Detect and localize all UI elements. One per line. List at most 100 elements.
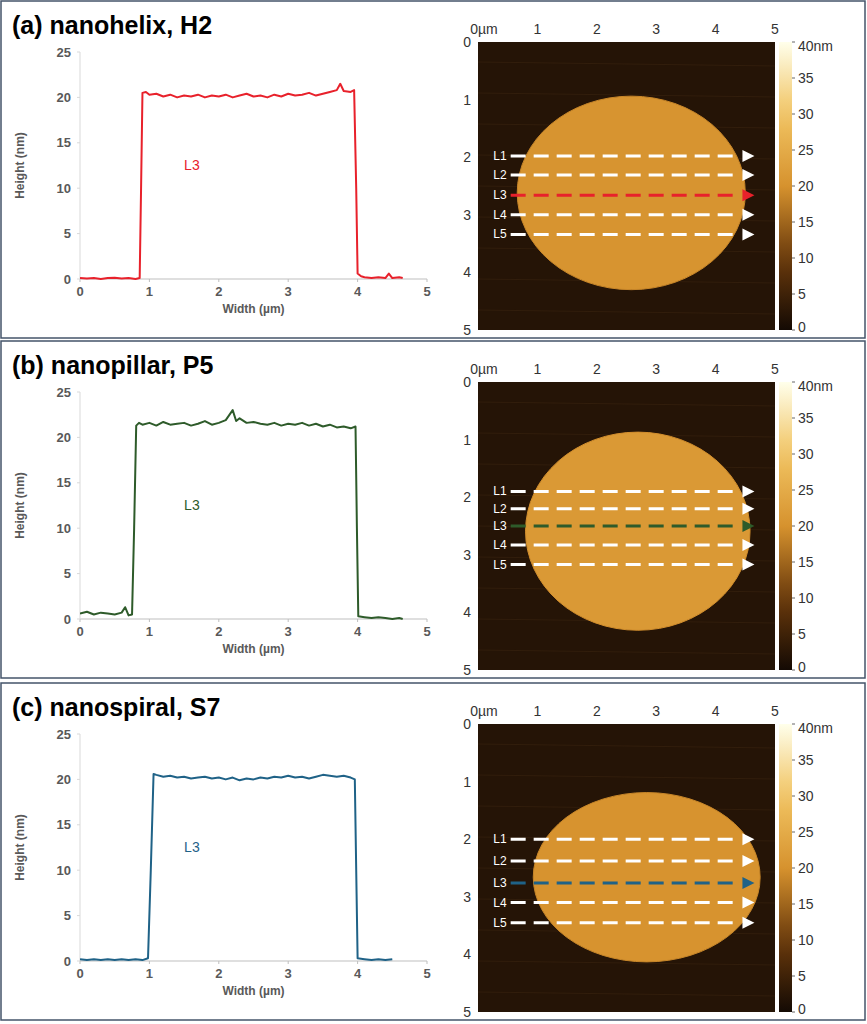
color-tick-label: 0 bbox=[798, 659, 806, 675]
color-tick-label: 25 bbox=[798, 142, 814, 158]
y-tick bbox=[77, 482, 80, 483]
y-tick-label: 20 bbox=[57, 772, 71, 787]
scan-arrow bbox=[742, 520, 754, 532]
y-tick-label: 4 bbox=[463, 946, 471, 962]
figure: (a) nanohelix, H20123450510152025Width (… bbox=[0, 0, 867, 1024]
x-tick-label: 0 bbox=[76, 624, 83, 639]
y-tick bbox=[77, 619, 80, 620]
x-axis bbox=[80, 961, 427, 962]
y-tick-label: 3 bbox=[463, 889, 471, 905]
series-label: L3 bbox=[184, 497, 200, 513]
scan-line bbox=[511, 174, 734, 177]
y-axis bbox=[80, 392, 81, 619]
streak bbox=[478, 744, 775, 748]
color-tick bbox=[792, 760, 795, 761]
color-bar bbox=[779, 382, 792, 670]
y-tick bbox=[77, 870, 80, 871]
y-tick bbox=[77, 97, 80, 98]
color-tick-label: 30 bbox=[798, 106, 814, 122]
x-tick-label: 3 bbox=[652, 703, 660, 719]
y-tick-label: 2 bbox=[463, 489, 471, 505]
x-tick bbox=[149, 961, 150, 964]
scan-label: L1 bbox=[493, 484, 507, 498]
color-tick-label: 25 bbox=[798, 824, 814, 840]
y-tick bbox=[77, 279, 80, 280]
y-tick-label: 5 bbox=[463, 1004, 471, 1020]
color-tick-label: 0 bbox=[798, 1001, 806, 1017]
afm-map: 0µm12345012345L1L2L3L4L50510152025303540… bbox=[463, 361, 833, 678]
panel-title: (c) nanospiral, S7 bbox=[12, 693, 220, 721]
y-tick bbox=[77, 437, 80, 438]
line-chart: (b) nanopillar, P50123450510152025Width … bbox=[12, 351, 431, 656]
afm-map: 0µm12345012345L1L2L3L4L50510152025303540… bbox=[463, 21, 833, 338]
x-tick-label: 0µm bbox=[470, 703, 498, 719]
scan-label: L5 bbox=[493, 227, 507, 241]
y-tick-label: 10 bbox=[57, 863, 71, 878]
color-tick bbox=[792, 598, 795, 599]
scan-label: L4 bbox=[493, 208, 507, 222]
y-tick-label: 4 bbox=[463, 604, 471, 620]
y-tick-label: 2 bbox=[463, 831, 471, 847]
y-axis-title: Height (nm) bbox=[13, 132, 27, 199]
color-tick-label: 0 bbox=[798, 319, 806, 335]
scan-arrow bbox=[742, 539, 754, 551]
marks bbox=[80, 84, 403, 279]
y-tick-label: 0 bbox=[64, 954, 71, 969]
color-tick bbox=[792, 1012, 795, 1013]
x-tick-label: 2 bbox=[215, 284, 222, 299]
x-tick-label: 4 bbox=[712, 21, 720, 37]
color-tick bbox=[792, 258, 795, 259]
color-tick bbox=[792, 562, 795, 563]
x-tick-label: 5 bbox=[771, 703, 779, 719]
substrate bbox=[478, 382, 775, 670]
color-tick-label: 40nm bbox=[798, 378, 833, 394]
x-tick-label: 1 bbox=[146, 284, 153, 299]
x-tick bbox=[288, 961, 289, 964]
streak bbox=[478, 62, 775, 66]
x-tick-label: 0µm bbox=[470, 21, 498, 37]
x-tick-label: 1 bbox=[146, 624, 153, 639]
scan-line bbox=[511, 525, 734, 528]
y-tick-label: 5 bbox=[64, 226, 71, 241]
y-tick bbox=[77, 824, 80, 825]
disk bbox=[526, 432, 751, 630]
color-tick-label: 10 bbox=[798, 932, 814, 948]
scan-arrow bbox=[742, 209, 754, 221]
color-tick bbox=[792, 634, 795, 635]
x-tick-label: 2 bbox=[215, 966, 222, 981]
scan-label: L3 bbox=[493, 188, 507, 202]
y-tick-label: 10 bbox=[57, 181, 71, 196]
y-tick bbox=[77, 779, 80, 780]
x-axis-title: Width (µm) bbox=[222, 984, 284, 998]
color-tick-label: 35 bbox=[798, 70, 814, 86]
y-tick-label: 5 bbox=[64, 908, 71, 923]
y-tick-label: 25 bbox=[57, 45, 71, 60]
scan-line bbox=[511, 838, 734, 841]
afm-map: 0µm12345012345L1L2L3L4L50510152025303540… bbox=[463, 703, 833, 1020]
series-label: L3 bbox=[184, 157, 200, 173]
color-tick-label: 25 bbox=[798, 482, 814, 498]
y-axis bbox=[80, 734, 81, 961]
color-tick-label: 20 bbox=[798, 860, 814, 876]
color-tick-label: 40nm bbox=[798, 38, 833, 54]
x-tick bbox=[218, 961, 219, 964]
x-tick-label: 5 bbox=[771, 21, 779, 37]
x-tick-label: 4 bbox=[354, 284, 362, 299]
x-tick-label: 4 bbox=[354, 624, 362, 639]
x-tick-label: 0 bbox=[76, 284, 83, 299]
scan-line bbox=[511, 507, 734, 510]
scan-line bbox=[511, 921, 734, 924]
y-tick-label: 3 bbox=[463, 207, 471, 223]
color-tick-label: 10 bbox=[798, 250, 814, 266]
streak bbox=[478, 775, 775, 779]
profile-line bbox=[80, 774, 392, 960]
color-tick bbox=[792, 294, 795, 295]
streak bbox=[478, 650, 775, 654]
y-tick-label: 5 bbox=[64, 566, 71, 581]
x-tick bbox=[357, 619, 358, 622]
substrate bbox=[478, 42, 775, 330]
marks bbox=[478, 724, 775, 1012]
y-tick bbox=[77, 915, 80, 916]
scan-label: L4 bbox=[493, 538, 507, 552]
x-tick-label: 0µm bbox=[470, 361, 498, 377]
